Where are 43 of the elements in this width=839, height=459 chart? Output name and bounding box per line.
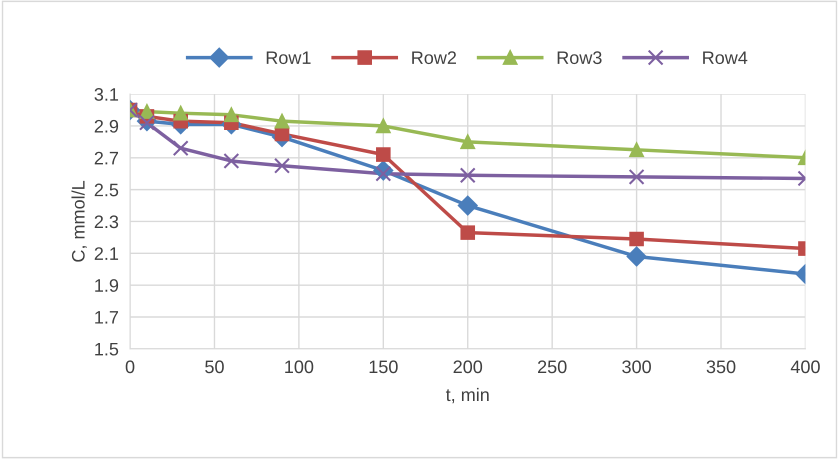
point bbox=[460, 225, 476, 240]
y-tick-label: 1.9 bbox=[95, 279, 118, 292]
x-tick-label: 300 bbox=[622, 360, 651, 374]
y-tick-label: 2.7 bbox=[94, 152, 118, 164]
y-axis-title: C, mmol/L bbox=[71, 180, 87, 262]
point bbox=[626, 246, 646, 266]
point bbox=[376, 147, 391, 162]
x-tick-label: 100 bbox=[285, 360, 314, 374]
x-axis-title: t, min bbox=[446, 388, 489, 404]
point bbox=[458, 196, 478, 216]
legend-label: Row2 bbox=[412, 51, 456, 64]
y-tick-label: 2.1 bbox=[94, 247, 118, 260]
y-tick-label: 1.7 bbox=[95, 311, 118, 324]
y-tick-label: 2.9 bbox=[94, 120, 118, 133]
point bbox=[140, 104, 154, 119]
point bbox=[460, 167, 476, 184]
point bbox=[460, 134, 476, 150]
y-tick-label: 1.5 bbox=[95, 342, 118, 356]
point bbox=[629, 232, 644, 246]
point bbox=[628, 168, 645, 185]
y-tick-label: 2.3 bbox=[94, 215, 118, 228]
point bbox=[629, 142, 644, 158]
point bbox=[172, 140, 189, 156]
legend-label: Row1 bbox=[266, 51, 311, 64]
y-tick-label: 3.1 bbox=[94, 88, 118, 101]
x-tick-label: 400 bbox=[790, 360, 820, 374]
x-tick-label: 200 bbox=[454, 360, 482, 374]
x-tick-label: 0 bbox=[126, 360, 134, 374]
point bbox=[224, 108, 239, 122]
legend-label: Row3 bbox=[558, 51, 602, 64]
x-tick-label: 50 bbox=[205, 360, 224, 374]
x-tick-label: 150 bbox=[370, 360, 398, 374]
point bbox=[274, 126, 290, 142]
x-tick-label: 350 bbox=[706, 360, 736, 374]
y-tick-label: 2.5 bbox=[94, 184, 118, 196]
point bbox=[376, 118, 391, 134]
point bbox=[274, 158, 290, 174]
legend-label: Row4 bbox=[703, 51, 748, 64]
point bbox=[223, 152, 240, 169]
point bbox=[173, 106, 188, 120]
point bbox=[274, 114, 290, 128]
x-tick-label: 250 bbox=[538, 360, 567, 374]
point bbox=[138, 114, 155, 131]
